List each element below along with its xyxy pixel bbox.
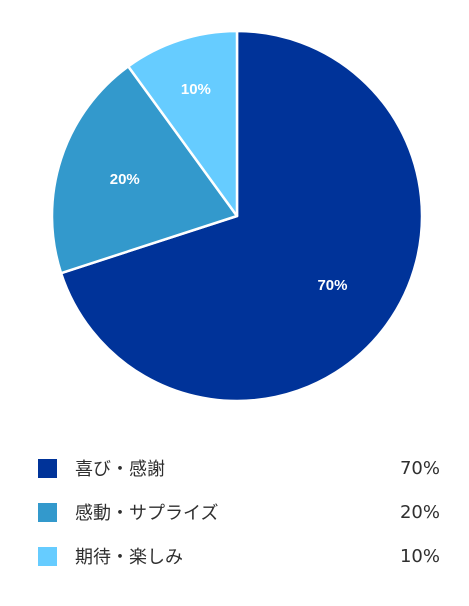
- legend-item-emotion-surprise: 感動・サプライズ 20%: [38, 490, 440, 534]
- legend-value-emotion-surprise: 20%: [399, 501, 440, 523]
- pie-slice-label-joy-gratitude: 70%: [317, 277, 347, 294]
- legend-label-emotion-surprise: 感動・サプライズ: [75, 503, 219, 524]
- legend-swatch-anticipation-fun: [38, 546, 57, 566]
- legend-value-anticipation-fun: 10%: [399, 545, 440, 567]
- legend-swatch-emotion-surprise: [38, 502, 57, 522]
- pie-slice-emotion-surprise: [50, 65, 239, 275]
- pie-chart: 70% 20% 10%: [50, 29, 424, 403]
- legend-item-anticipation-fun: 期待・楽しみ 10%: [38, 534, 440, 578]
- chart-legend: 喜び・感謝 70% 感動・サプライズ 20% 期待・楽しみ 10%: [38, 446, 440, 578]
- legend-item-joy-gratitude: 喜び・感謝 70%: [38, 446, 440, 490]
- pie-slice-joy-gratitude: [59, 29, 424, 403]
- legend-label-anticipation-fun: 期待・楽しみ: [75, 547, 183, 568]
- pie-slice-label-anticipation-fun: 10%: [181, 81, 211, 98]
- legend-swatch-joy-gratitude: [38, 458, 57, 478]
- legend-label-joy-gratitude: 喜び・感謝: [75, 459, 165, 480]
- pie-slice-label-emotion-surprise: 20%: [110, 171, 140, 188]
- pie-slice-anticipation-fun: [127, 29, 239, 218]
- legend-value-joy-gratitude: 70%: [399, 457, 440, 479]
